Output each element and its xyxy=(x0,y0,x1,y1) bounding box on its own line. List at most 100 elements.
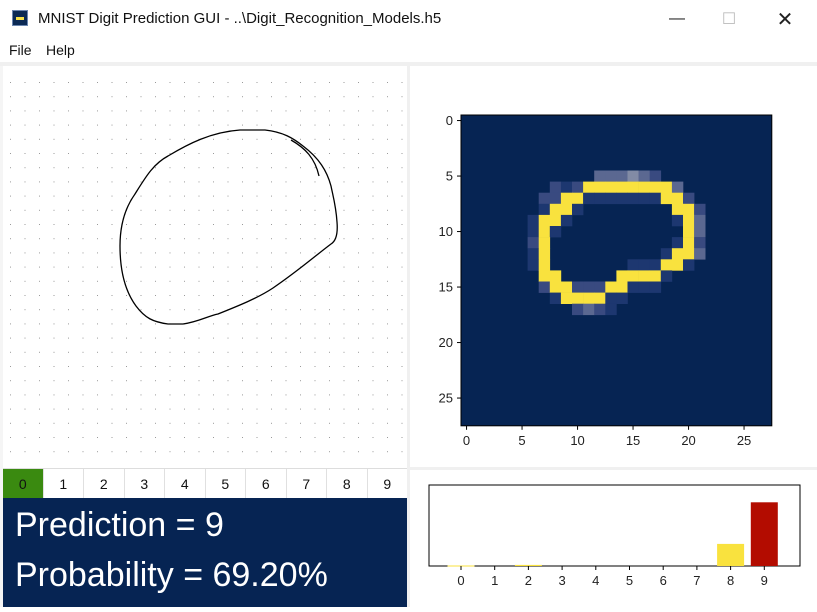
image-pixel xyxy=(549,281,562,293)
digit-button-9[interactable]: 9 xyxy=(383,475,392,492)
image-pixel xyxy=(627,181,639,193)
y-tick-label: 0 xyxy=(446,113,453,128)
image-pixel xyxy=(572,303,584,316)
image-pixel xyxy=(683,203,695,216)
image-pixel xyxy=(683,237,695,249)
image-pixel xyxy=(572,292,584,304)
drawing-surface[interactable] xyxy=(3,66,407,467)
image-pixel xyxy=(572,281,584,293)
image-pixel xyxy=(594,303,606,316)
image-pixel xyxy=(527,248,539,260)
image-pixel xyxy=(616,281,628,293)
image-frame xyxy=(460,114,773,427)
prob-bar-8 xyxy=(717,543,745,566)
image-pixel xyxy=(671,248,684,260)
image-pixel xyxy=(660,181,673,193)
prob-bar-9 xyxy=(750,502,778,566)
bar-tick-label: 7 xyxy=(693,573,700,588)
image-pixel xyxy=(660,192,673,205)
y-tick-label: 5 xyxy=(446,169,453,184)
digit-button-6[interactable]: 6 xyxy=(246,469,287,498)
image-pixel xyxy=(683,214,695,227)
image-pixel xyxy=(683,226,695,238)
title-bar: MNIST Digit Prediction GUI - ..\Digit_Re… xyxy=(0,0,817,38)
digit-button-2[interactable]: 2 xyxy=(84,469,125,498)
image-pixel xyxy=(649,170,662,182)
digit-button-4[interactable]: 4 xyxy=(165,469,206,498)
maximize-button[interactable]: ☐ xyxy=(721,11,737,28)
digit-button-5[interactable]: 5 xyxy=(206,469,246,498)
window-title: MNIST Digit Prediction GUI - ..\Digit_Re… xyxy=(38,10,442,27)
image-pixel xyxy=(572,181,584,193)
image-pixel xyxy=(605,181,617,193)
image-pixel xyxy=(638,181,650,193)
y-tick-label: 20 xyxy=(439,335,453,350)
image-pixel xyxy=(538,248,551,260)
digit-button-8[interactable]: 8 xyxy=(327,469,368,498)
image-pixel xyxy=(605,292,617,304)
image-pixel xyxy=(605,192,617,205)
menu-help[interactable]: Help xyxy=(46,42,75,58)
chart-axes xyxy=(428,484,801,567)
image-pixel xyxy=(549,181,562,193)
probability-text: Probability = 69.20% xyxy=(15,556,328,594)
image-pixel xyxy=(660,248,673,260)
image-pixel xyxy=(616,170,628,182)
image-pixel xyxy=(538,237,551,249)
bar-tick-label: 4 xyxy=(592,573,599,588)
bar-tick-label: 3 xyxy=(558,573,565,588)
menu-file[interactable]: File xyxy=(9,42,32,58)
image-pixel xyxy=(583,303,595,316)
image-pixel xyxy=(638,259,650,271)
image-pixel xyxy=(594,170,606,182)
image-pixel xyxy=(627,192,639,205)
image-pixel xyxy=(627,259,639,271)
bar-tick-label: 1 xyxy=(491,573,498,588)
bar-tick-label: 6 xyxy=(660,573,667,588)
image-pixel xyxy=(549,292,562,304)
image-pixel xyxy=(560,214,573,227)
close-button[interactable]: ✕ xyxy=(776,8,794,31)
image-pixel xyxy=(694,214,706,227)
menu-separator xyxy=(0,62,817,66)
image-pixel xyxy=(694,248,706,260)
minimize-button[interactable]: — xyxy=(669,10,685,27)
digit-button-0[interactable]: 0 xyxy=(3,469,44,498)
drawing-canvas[interactable] xyxy=(3,66,407,467)
horizontal-divider xyxy=(410,467,817,470)
image-pixel xyxy=(572,203,584,216)
drawn-stroke-tail xyxy=(290,139,320,177)
image-pixel xyxy=(583,192,595,205)
image-pixel xyxy=(583,281,595,293)
image-pixel xyxy=(560,181,573,193)
image-pixel xyxy=(649,192,662,205)
image-pixel xyxy=(616,292,628,304)
image-pixel xyxy=(694,203,706,216)
image-pixel xyxy=(594,181,606,193)
image-pixel xyxy=(671,237,684,249)
image-pixel xyxy=(649,281,662,293)
image-pixel xyxy=(594,192,606,205)
digit-button-3[interactable]: 3 xyxy=(125,469,165,498)
image-pixel xyxy=(694,226,706,238)
image-pixel xyxy=(527,214,539,227)
image-pixel xyxy=(538,226,551,238)
image-pixel xyxy=(671,259,684,271)
image-pixel xyxy=(671,181,684,193)
image-pixel xyxy=(627,170,639,182)
x-tick-label: 10 xyxy=(570,433,584,448)
image-pixel xyxy=(594,292,606,304)
prediction-text: Prediction = 9 xyxy=(15,506,224,544)
image-pixel xyxy=(638,281,650,293)
image-pixel xyxy=(549,214,562,227)
prob-bar-2 xyxy=(514,564,542,566)
digit-button-7[interactable]: 7 xyxy=(287,469,327,498)
y-tick-label: 10 xyxy=(439,224,453,239)
image-pixel xyxy=(572,192,584,205)
image-pixel xyxy=(671,203,684,216)
image-pixel xyxy=(527,226,539,238)
digit-button-1[interactable]: 1 xyxy=(44,469,84,498)
image-pixel xyxy=(560,281,573,293)
image-pixel xyxy=(616,270,628,282)
bar-tick-label: 2 xyxy=(525,573,532,588)
